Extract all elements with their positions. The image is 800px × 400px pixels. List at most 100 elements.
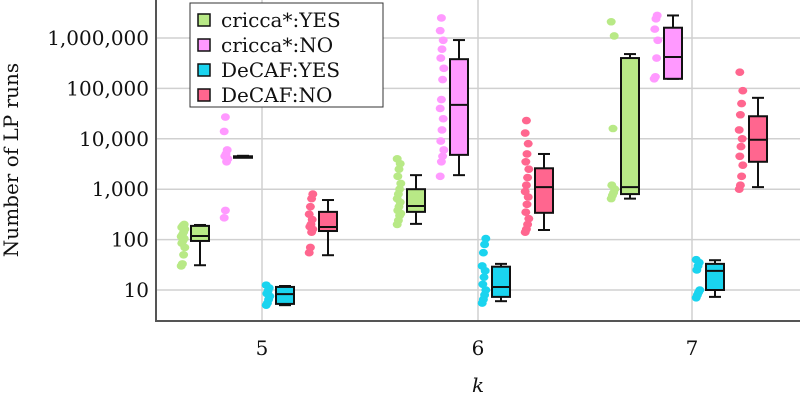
y-tick-label: 1,000 bbox=[92, 177, 149, 201]
x-tick-label: 5 bbox=[256, 336, 269, 360]
legend-swatch bbox=[197, 38, 211, 52]
y-tick-labels: 10 100 1,000 10,000 100,000 1,000,000 bbox=[47, 26, 149, 302]
plot-marks bbox=[176, 11, 768, 309]
data-point bbox=[734, 126, 744, 134]
data-point bbox=[395, 185, 405, 193]
y-tick-label: 10 bbox=[124, 278, 149, 302]
data-point bbox=[520, 187, 530, 196]
data-point bbox=[523, 173, 533, 182]
data-point bbox=[608, 124, 618, 133]
data-point bbox=[438, 36, 448, 45]
data-point bbox=[261, 281, 271, 289]
box bbox=[534, 167, 554, 214]
x-tick-label: 7 bbox=[686, 336, 699, 360]
data-point bbox=[524, 214, 534, 223]
box-group bbox=[219, 113, 253, 222]
data-point bbox=[438, 114, 448, 123]
legend-item: cricca*:NO bbox=[197, 33, 333, 57]
data-point bbox=[480, 240, 490, 249]
data-point bbox=[735, 110, 745, 119]
legend-item: cricca*:YES bbox=[197, 8, 341, 32]
y-axis-label: Number of LP runs bbox=[0, 63, 23, 257]
legend-item: DeCAF:YES bbox=[197, 58, 340, 82]
box bbox=[190, 224, 210, 242]
data-point bbox=[736, 142, 746, 151]
data-point bbox=[521, 157, 531, 166]
data-point bbox=[304, 210, 314, 218]
data-point bbox=[393, 172, 403, 181]
data-point bbox=[392, 155, 402, 163]
box bbox=[406, 188, 426, 213]
data-point bbox=[477, 262, 487, 270]
x-tick-labels: 5 6 7 bbox=[256, 336, 699, 360]
data-point bbox=[735, 181, 745, 190]
data-point bbox=[436, 95, 446, 104]
data-point bbox=[481, 286, 491, 294]
data-point bbox=[523, 139, 533, 148]
legend-label: DeCAF:NO bbox=[221, 83, 332, 107]
box-group bbox=[520, 116, 554, 237]
data-point bbox=[308, 190, 318, 198]
box-group bbox=[606, 17, 640, 203]
data-point bbox=[735, 68, 745, 76]
data-point bbox=[521, 116, 531, 125]
data-point bbox=[220, 206, 230, 215]
data-point bbox=[479, 273, 489, 281]
data-point bbox=[653, 36, 663, 45]
data-point bbox=[650, 25, 660, 33]
data-point bbox=[478, 248, 488, 257]
data-point bbox=[606, 17, 616, 26]
data-point bbox=[179, 220, 189, 229]
data-point bbox=[305, 202, 315, 211]
data-point bbox=[179, 250, 189, 259]
box-group bbox=[435, 14, 469, 181]
data-point bbox=[436, 14, 446, 22]
data-point bbox=[439, 146, 449, 154]
data-point bbox=[219, 127, 229, 136]
data-point bbox=[478, 280, 488, 289]
data-point bbox=[521, 208, 531, 216]
box bbox=[663, 26, 683, 80]
box-group bbox=[734, 68, 768, 193]
box-group bbox=[691, 255, 725, 302]
data-point bbox=[305, 243, 315, 252]
data-point bbox=[652, 11, 662, 20]
box-group bbox=[477, 234, 511, 307]
legend-label: cricca*:NO bbox=[221, 33, 333, 57]
legend-item: DeCAF:NO bbox=[197, 83, 332, 107]
data-point bbox=[735, 152, 745, 161]
data-point bbox=[524, 165, 534, 173]
data-point bbox=[437, 45, 447, 53]
data-point bbox=[522, 150, 532, 158]
box-group bbox=[261, 281, 295, 309]
box-group bbox=[392, 155, 426, 229]
data-point bbox=[738, 161, 748, 169]
data-point bbox=[481, 234, 491, 243]
data-point bbox=[737, 135, 747, 143]
box bbox=[449, 58, 469, 156]
box bbox=[705, 262, 725, 291]
legend-swatch bbox=[197, 13, 211, 27]
y-tick-label: 100 bbox=[111, 228, 149, 252]
data-point bbox=[220, 113, 230, 121]
data-point bbox=[435, 26, 445, 35]
data-point bbox=[435, 104, 445, 113]
data-point bbox=[438, 75, 448, 84]
data-point bbox=[396, 179, 406, 188]
data-point bbox=[523, 220, 533, 229]
data-point bbox=[521, 181, 531, 190]
legend-swatch bbox=[197, 88, 211, 102]
legend-label: DeCAF:YES bbox=[221, 58, 340, 82]
x-tick-label: 6 bbox=[472, 336, 485, 360]
legend-swatch bbox=[197, 63, 211, 77]
data-point bbox=[436, 54, 446, 62]
data-point bbox=[691, 255, 701, 264]
box bbox=[318, 210, 338, 233]
data-point bbox=[737, 99, 747, 108]
y-tick-label: 100,000 bbox=[66, 76, 149, 100]
data-point bbox=[219, 214, 229, 222]
data-point bbox=[522, 200, 532, 209]
data-point bbox=[695, 286, 705, 294]
